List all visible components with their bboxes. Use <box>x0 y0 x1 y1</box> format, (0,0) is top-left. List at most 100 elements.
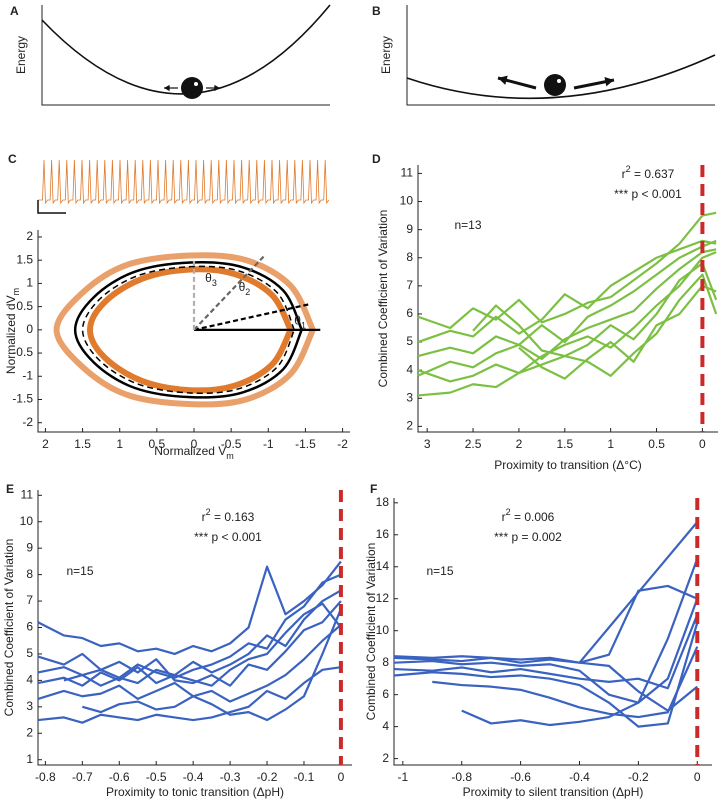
y-tick-label: 10 <box>376 623 390 637</box>
text-part: = 0.637 <box>631 167 675 181</box>
series-line <box>87 266 294 394</box>
x-tick-label: -1 <box>263 437 274 451</box>
text-part: = 0.006 <box>511 510 555 524</box>
x-tick-label: -0.2 <box>628 770 649 784</box>
text-part: Proximity to tonic transition (ΔpH) <box>106 785 284 799</box>
arrow-head <box>604 77 614 87</box>
text-part: 2 <box>245 287 250 297</box>
series-line <box>393 614 699 690</box>
series-line <box>393 558 699 704</box>
y-tick-label: 9 <box>26 540 33 554</box>
x-tick-label: -1 <box>397 770 408 784</box>
text-part: n=13 <box>454 218 481 232</box>
y-tick-label: 1.5 <box>16 252 33 266</box>
energy-curve <box>406 54 716 100</box>
panel-label: F <box>370 482 377 496</box>
x-tick-label: 1.5 <box>556 437 573 451</box>
annotation: r2 = 0.006 <box>502 507 555 524</box>
y-tick-label: 0 <box>26 322 33 336</box>
angle-label: θ2 <box>239 280 251 297</box>
y-tick-label: 5 <box>406 334 413 348</box>
x-tick-label: 0 <box>699 437 706 451</box>
text-part: *** p < 0.001 <box>614 187 682 201</box>
series-line <box>393 584 698 664</box>
y-tick-label: -0.5 <box>12 345 33 359</box>
series-line <box>393 655 698 712</box>
angle-label: θ1 <box>294 314 306 331</box>
series-line <box>37 666 342 724</box>
x-tick-label: -1.5 <box>295 437 316 451</box>
x-axis-label: Normalized Vm <box>154 444 234 461</box>
y-tick-label: 8 <box>406 250 413 264</box>
series-line <box>73 261 303 399</box>
angle-ray <box>193 303 310 331</box>
y-tick-label: 3 <box>406 390 413 404</box>
y-tick-label: 0.5 <box>16 299 33 313</box>
y-tick-label: 14 <box>376 559 390 573</box>
text-part: Combined Coefficient of Variation <box>364 543 378 721</box>
y-tick-label: 10 <box>400 194 414 208</box>
y-tick-label: -1.5 <box>12 392 33 406</box>
text-part: θ <box>239 280 246 294</box>
text-part: 2 <box>626 164 631 174</box>
y-tick-label: 7 <box>26 593 33 607</box>
text-part: r <box>502 510 506 524</box>
y-axis-label: Combined Coefficient of Variation <box>376 210 390 388</box>
x-tick-label: 1 <box>116 437 123 451</box>
axis-line <box>37 490 352 766</box>
x-axis-label: Proximity to transition (Δ°C) <box>494 458 642 472</box>
text-part: *** p = 0.002 <box>494 530 562 544</box>
y-tick-label: 7 <box>406 278 413 292</box>
annotation: *** p < 0.001 <box>194 530 262 544</box>
x-tick-label: 1.5 <box>74 437 91 451</box>
x-axis-label: Proximity to silent transition (ΔpH) <box>463 785 644 799</box>
series-line <box>417 248 717 377</box>
text-part: 2 <box>506 507 511 517</box>
series-line <box>37 560 342 656</box>
series-line <box>417 239 717 358</box>
series-line <box>37 589 342 687</box>
series-line <box>82 608 342 722</box>
text-part: Normalized dV <box>4 295 18 374</box>
voltage-trace <box>38 159 330 205</box>
x-tick-label: -0.8 <box>35 770 56 784</box>
y-axis-label: Combined Coefficient of Variation <box>2 539 16 717</box>
x-tick-label: -2 <box>337 437 348 451</box>
text-part: m <box>11 288 21 296</box>
y-tick-label: 6 <box>382 687 389 701</box>
panel-label: E <box>6 482 14 496</box>
y-tick-label: 2 <box>406 419 413 433</box>
series-line <box>472 262 718 358</box>
y-axis-label: Energy <box>14 36 28 74</box>
y-tick-label: 4 <box>382 719 389 733</box>
x-tick-label: -0.1 <box>294 770 315 784</box>
annotation: n=15 <box>426 564 453 578</box>
x-tick-label: -0.2 <box>257 770 278 784</box>
x-tick-label: -0.5 <box>221 437 242 451</box>
y-tick-label: 3 <box>26 699 33 713</box>
x-tick-label: -0.6 <box>510 770 531 784</box>
ball-highlight <box>194 82 198 86</box>
x-tick-label: 2.5 <box>465 437 482 451</box>
series-line <box>417 211 717 330</box>
y-tick-label: 4 <box>406 362 413 376</box>
series-line <box>37 573 342 679</box>
y-tick-label: 1 <box>26 276 33 290</box>
arrow-head <box>164 84 170 92</box>
x-tick-label: 0 <box>694 770 701 784</box>
y-tick-label: 8 <box>26 567 33 581</box>
series-line <box>63 602 342 687</box>
text-part: 2 <box>206 507 211 517</box>
y-tick-label: 1 <box>26 752 33 766</box>
scale-bar <box>37 200 66 214</box>
series-line <box>417 239 717 344</box>
ball-highlight <box>557 79 561 83</box>
annotation: *** p < 0.001 <box>614 187 682 201</box>
text-part: Combined Coefficient of Variation <box>2 539 16 717</box>
y-tick-label: 10 <box>20 514 34 528</box>
x-tick-label: 2 <box>42 437 49 451</box>
x-tick-label: -0.6 <box>109 770 130 784</box>
x-tick-label: -0.8 <box>451 770 472 784</box>
y-axis-label: Energy <box>379 36 393 74</box>
series-line <box>417 251 717 383</box>
